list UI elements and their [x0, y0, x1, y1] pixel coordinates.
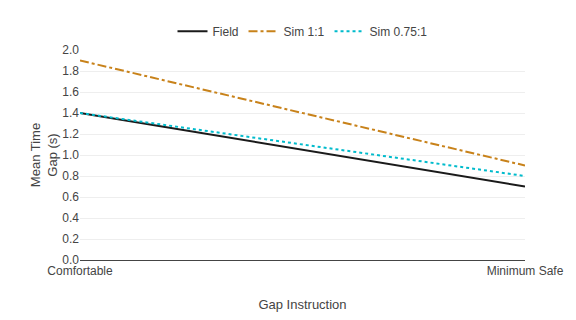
- svg-text:1.0: 1.0: [62, 148, 79, 162]
- svg-text:0.2: 0.2: [62, 232, 79, 246]
- svg-text:Comfortable: Comfortable: [47, 264, 113, 278]
- svg-text:0.0: 0.0: [62, 253, 79, 267]
- svg-text:Mean TimeGap (s): Mean TimeGap (s): [28, 123, 60, 187]
- svg-text:Field: Field: [213, 25, 239, 39]
- svg-text:Minimum Safe: Minimum Safe: [487, 264, 564, 278]
- svg-text:1.6: 1.6: [62, 85, 79, 99]
- svg-text:1.8: 1.8: [62, 64, 79, 78]
- svg-text:0.8: 0.8: [62, 169, 79, 183]
- svg-text:1.4: 1.4: [62, 106, 79, 120]
- svg-text:0.4: 0.4: [62, 211, 79, 225]
- svg-text:0.6: 0.6: [62, 190, 79, 204]
- svg-text:Gap Instruction: Gap Instruction: [258, 297, 346, 312]
- svg-text:Sim 0.75:1: Sim 0.75:1: [370, 25, 428, 39]
- svg-text:2.0: 2.0: [62, 43, 79, 57]
- svg-text:Sim 1:1: Sim 1:1: [284, 25, 325, 39]
- svg-text:1.2: 1.2: [62, 127, 79, 141]
